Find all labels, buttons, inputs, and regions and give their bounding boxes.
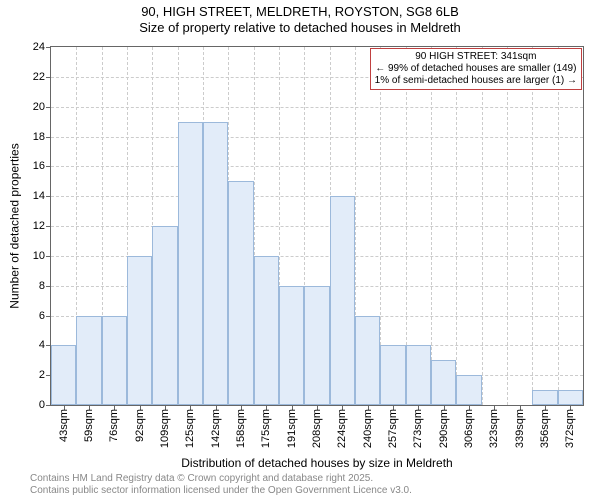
histogram-bar xyxy=(456,375,481,405)
xtick-label: 323sqm xyxy=(488,409,500,448)
ytick-label: 6 xyxy=(39,310,45,322)
gridline-v xyxy=(456,47,457,405)
chart-title-line2: Size of property relative to detached ho… xyxy=(0,20,600,36)
histogram-bar xyxy=(330,196,355,405)
xtick-label: 191sqm xyxy=(286,409,298,448)
histogram-bar xyxy=(406,345,431,405)
xtick-label: 175sqm xyxy=(260,409,272,448)
xtick-label: 76sqm xyxy=(108,409,120,442)
gridline-h xyxy=(51,166,583,167)
xtick-label: 290sqm xyxy=(438,409,450,448)
gridline-h xyxy=(51,107,583,108)
xtick-label: 372sqm xyxy=(564,409,576,448)
ytick-label: 22 xyxy=(33,71,45,83)
ytick-mark xyxy=(46,166,51,167)
y-axis-label-text: Number of detached properties xyxy=(8,143,22,308)
ytick-mark xyxy=(46,196,51,197)
plot-area: 02468101214161820222443sqm59sqm76sqm92sq… xyxy=(50,46,584,406)
ytick-mark xyxy=(46,77,51,78)
ytick-label: 24 xyxy=(33,41,45,53)
ytick-label: 4 xyxy=(39,339,45,351)
ytick-mark xyxy=(46,256,51,257)
chart-container: { "title": { "line1": "90, HIGH STREET, … xyxy=(0,0,600,500)
histogram-bar xyxy=(380,345,405,405)
xtick-label: 257sqm xyxy=(387,409,399,448)
ytick-label: 14 xyxy=(33,190,45,202)
ytick-mark xyxy=(46,316,51,317)
plot-region: 02468101214161820222443sqm59sqm76sqm92sq… xyxy=(50,46,584,406)
histogram-bar xyxy=(152,226,177,405)
xtick-label: 356sqm xyxy=(539,409,551,448)
xtick-label: 43sqm xyxy=(58,409,70,442)
xtick-label: 109sqm xyxy=(159,409,171,448)
xtick-label: 273sqm xyxy=(412,409,424,448)
ytick-label: 16 xyxy=(33,160,45,172)
footer-line2: Contains public sector information licen… xyxy=(30,485,412,497)
gridline-v xyxy=(507,47,508,405)
histogram-bar xyxy=(76,316,101,406)
histogram-bar xyxy=(127,256,152,405)
annotation-box: 90 HIGH STREET: 341sqm ← 99% of detached… xyxy=(370,48,582,90)
ytick-label: 0 xyxy=(39,399,45,411)
gridline-h xyxy=(51,137,583,138)
ytick-mark xyxy=(46,226,51,227)
xtick-label: 158sqm xyxy=(235,409,247,448)
ytick-label: 2 xyxy=(39,369,45,381)
xtick-label: 224sqm xyxy=(336,409,348,448)
histogram-bar xyxy=(51,345,76,405)
ytick-mark xyxy=(46,137,51,138)
histogram-bar xyxy=(203,122,228,405)
xtick-label: 125sqm xyxy=(184,409,196,448)
xtick-label: 240sqm xyxy=(362,409,374,448)
annotation-line3: 1% of semi-detached houses are larger (1… xyxy=(375,75,577,87)
x-axis-label: Distribution of detached houses by size … xyxy=(50,456,584,470)
y-axis-label: Number of detached properties xyxy=(8,46,22,406)
ytick-mark xyxy=(46,286,51,287)
gridline-v xyxy=(532,47,533,405)
xtick-label: 339sqm xyxy=(514,409,526,448)
histogram-bar xyxy=(254,256,279,405)
annotation-line2: ← 99% of detached houses are smaller (14… xyxy=(375,63,577,75)
ytick-label: 10 xyxy=(33,250,45,262)
footer-attribution: Contains HM Land Registry data © Crown c… xyxy=(30,473,412,496)
gridline-v xyxy=(431,47,432,405)
histogram-bar xyxy=(102,316,127,406)
xtick-label: 208sqm xyxy=(311,409,323,448)
gridline-v xyxy=(482,47,483,405)
xtick-label: 142sqm xyxy=(210,409,222,448)
histogram-bar xyxy=(279,286,304,405)
histogram-bar xyxy=(178,122,203,405)
gridline-h xyxy=(51,196,583,197)
xtick-label: 59sqm xyxy=(83,409,95,442)
ytick-label: 12 xyxy=(33,220,45,232)
gridline-h xyxy=(51,226,583,227)
histogram-bar xyxy=(431,360,456,405)
xtick-label: 306sqm xyxy=(463,409,475,448)
ytick-label: 8 xyxy=(39,280,45,292)
chart-title-line1: 90, HIGH STREET, MELDRETH, ROYSTON, SG8 … xyxy=(0,4,600,20)
ytick-mark xyxy=(46,47,51,48)
annotation-line1: 90 HIGH STREET: 341sqm xyxy=(375,51,577,63)
gridline-v xyxy=(558,47,559,405)
histogram-bar xyxy=(532,390,557,405)
histogram-bar xyxy=(228,181,253,405)
ytick-label: 18 xyxy=(33,131,45,143)
histogram-bar xyxy=(558,390,583,405)
ytick-mark xyxy=(46,405,51,406)
xtick-label: 92sqm xyxy=(134,409,146,442)
footer-line1: Contains HM Land Registry data © Crown c… xyxy=(30,473,412,485)
ytick-label: 20 xyxy=(33,101,45,113)
chart-title-block: 90, HIGH STREET, MELDRETH, ROYSTON, SG8 … xyxy=(0,4,600,35)
histogram-bar xyxy=(355,316,380,406)
ytick-mark xyxy=(46,107,51,108)
histogram-bar xyxy=(304,286,329,405)
